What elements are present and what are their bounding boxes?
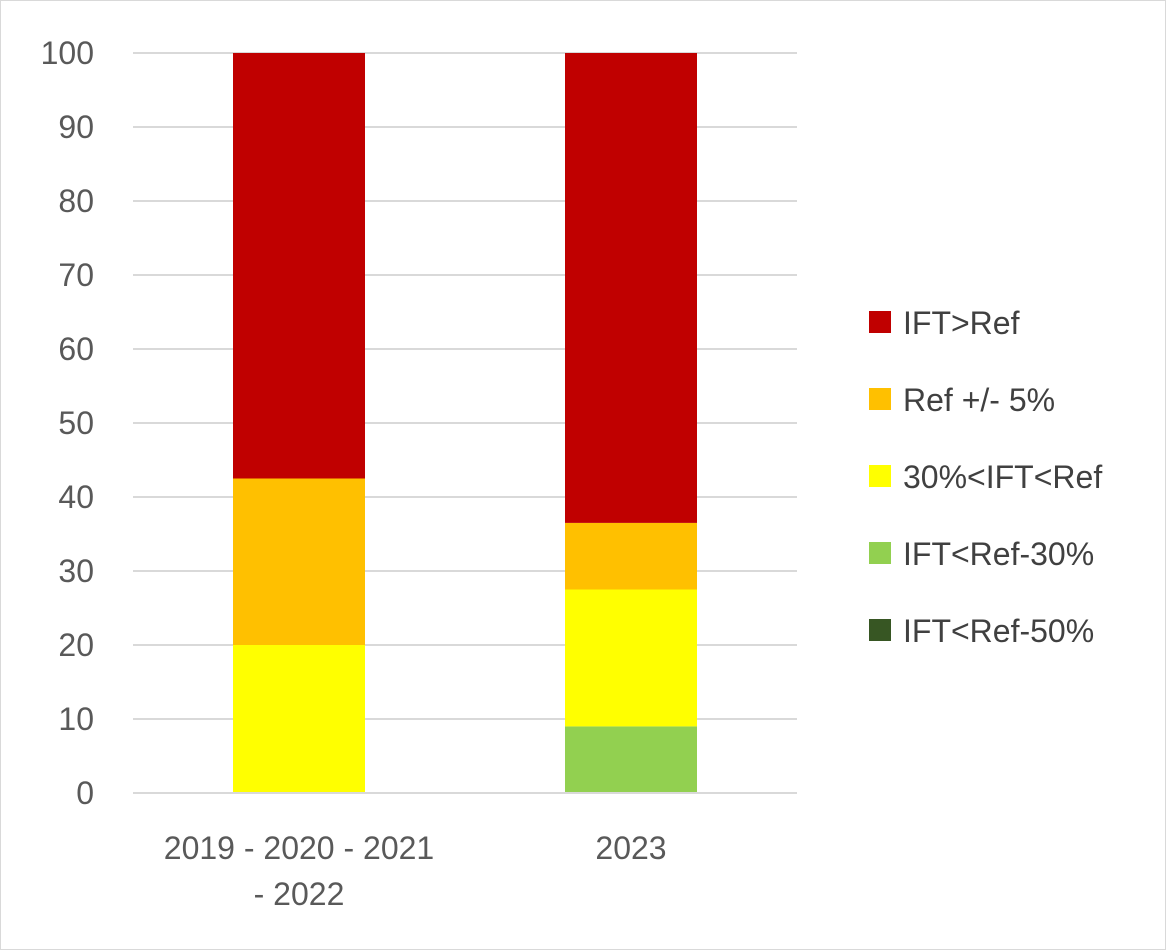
x-category-label: 2019 - 2020 - 2021 bbox=[164, 830, 434, 866]
legend-swatch bbox=[869, 542, 891, 564]
bars bbox=[233, 53, 697, 793]
legend-label: 30%<IFT<Ref bbox=[903, 459, 1102, 495]
legend-label: IFT<Ref-30% bbox=[903, 536, 1094, 572]
bar-segment bbox=[233, 478, 365, 645]
y-tick-label: 30 bbox=[58, 553, 94, 589]
y-tick-label: 70 bbox=[58, 257, 94, 293]
legend: IFT>Ref Ref +/- 5% 30%<IFT<Ref IFT<Ref-30% I… bbox=[869, 305, 1102, 649]
y-tick-label: 50 bbox=[58, 405, 94, 441]
bar-segment bbox=[565, 589, 697, 727]
y-tick-label: 40 bbox=[58, 479, 94, 515]
bar-segment bbox=[565, 522, 697, 590]
x-category-label: - 2022 bbox=[254, 876, 345, 912]
y-tick-label: 80 bbox=[58, 183, 94, 219]
bar-segment bbox=[233, 53, 365, 479]
y-tick-label: 60 bbox=[58, 331, 94, 367]
legend-swatch bbox=[869, 465, 891, 487]
x-category-label: 2023 bbox=[595, 830, 666, 866]
legend-label: IFT>Ref bbox=[903, 305, 1020, 341]
legend-swatch bbox=[869, 388, 891, 410]
bar-segment bbox=[565, 53, 697, 523]
legend-swatch bbox=[869, 619, 891, 641]
y-tick-label: 90 bbox=[58, 109, 94, 145]
y-tick-label: 0 bbox=[76, 775, 94, 811]
y-tick-label: 20 bbox=[58, 627, 94, 663]
legend-label: IFT<Ref-50% bbox=[903, 613, 1094, 649]
bar-segment bbox=[565, 726, 697, 793]
axes: 0 10 20 30 40 50 60 70 80 90 100 2019 - 2020 - 2021… bbox=[41, 35, 797, 912]
gridlines bbox=[133, 52, 797, 720]
legend-swatch bbox=[869, 311, 891, 333]
y-tick-label: 10 bbox=[58, 701, 94, 737]
bar-segment bbox=[233, 645, 365, 793]
y-tick-label: 100 bbox=[41, 35, 94, 71]
legend-label: Ref +/- 5% bbox=[903, 382, 1055, 418]
